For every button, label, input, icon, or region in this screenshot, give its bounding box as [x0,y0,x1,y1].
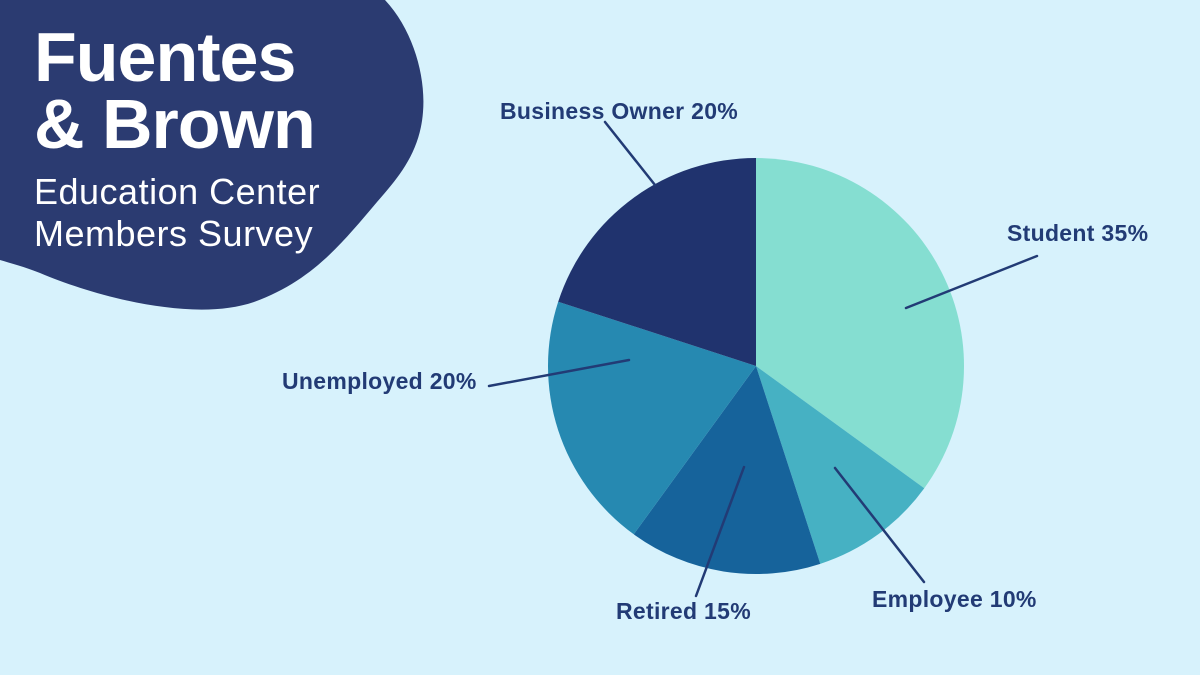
brand-subtitle-line1: Education Center [34,171,321,212]
leader-line-business-owner [603,120,657,187]
slice-label-business-owner: Business Owner 20% [500,98,739,124]
pie-slice-business-owner [558,158,756,366]
slice-label-employee: Employee 10% [872,586,1037,612]
pie-slice-employee [756,366,925,564]
leader-lines [487,120,1039,598]
leader-line-retired [694,465,746,598]
brand-title: Fuentes & Brown [34,18,320,163]
slice-label-retired: Retired 15% [616,598,751,624]
slice-label-student: Student 35% [1007,220,1149,246]
slice-label-unemployed: Unemployed 20% [282,368,477,394]
leader-line-student [904,254,1039,310]
brand-title-line1: Fuentes [34,18,296,96]
pie-chart [547,158,965,575]
brand-subtitle-line2: Members Survey [34,213,314,254]
pie-slice-unemployed [547,301,756,535]
brand-title-line2: & Brown [34,85,316,163]
leader-line-unemployed [487,358,631,388]
brand-subtitle: Education Center Members Survey [34,171,320,255]
brand-blob [0,0,424,310]
pie-slice-student [756,158,965,489]
brand-block: Fuentes & Brown Education Center Members… [34,18,320,255]
leader-line-employee [833,466,926,584]
pie-slice-retired [633,366,821,575]
